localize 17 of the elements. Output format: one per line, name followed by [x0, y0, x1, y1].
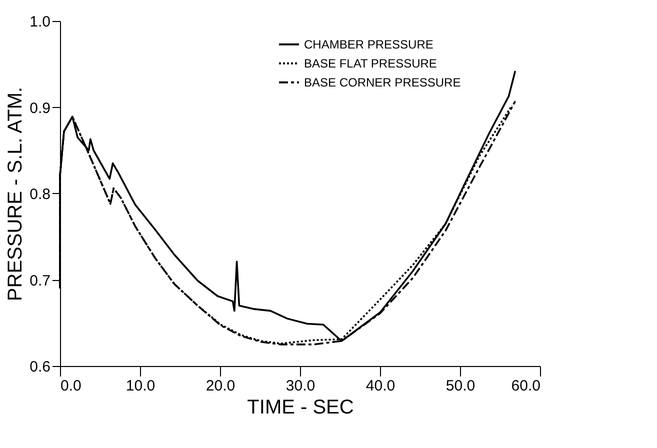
x-axis-title: TIME - SEC: [247, 396, 354, 418]
y-axis-title: PRESSURE - S.L. ATM.: [4, 86, 27, 302]
y-tick-label: 1.0: [30, 14, 50, 30]
legend-label: BASE FLAT PRESSURE: [304, 56, 437, 70]
x-tick-label: 60.0: [511, 378, 540, 394]
y-tick-label: 0.9: [30, 100, 50, 117]
x-tick-label: 50.0: [446, 378, 476, 394]
x-tick-label: 10.0: [126, 378, 156, 394]
x-tick-label: 40.0: [366, 378, 396, 394]
y-tick-label: 0.8: [30, 186, 50, 203]
x-tick-label: 0.0: [60, 378, 82, 394]
legend-label: BASE CORNER PRESSURE: [304, 75, 461, 90]
y-tick-label: 0.6: [30, 358, 50, 376]
x-tick-label: 20.0: [206, 378, 236, 394]
legend-label: CHAMBER PRESSURE: [304, 37, 434, 52]
x-tick-label: 30.0: [286, 378, 316, 394]
y-tick-label: 0.7: [30, 272, 50, 290]
